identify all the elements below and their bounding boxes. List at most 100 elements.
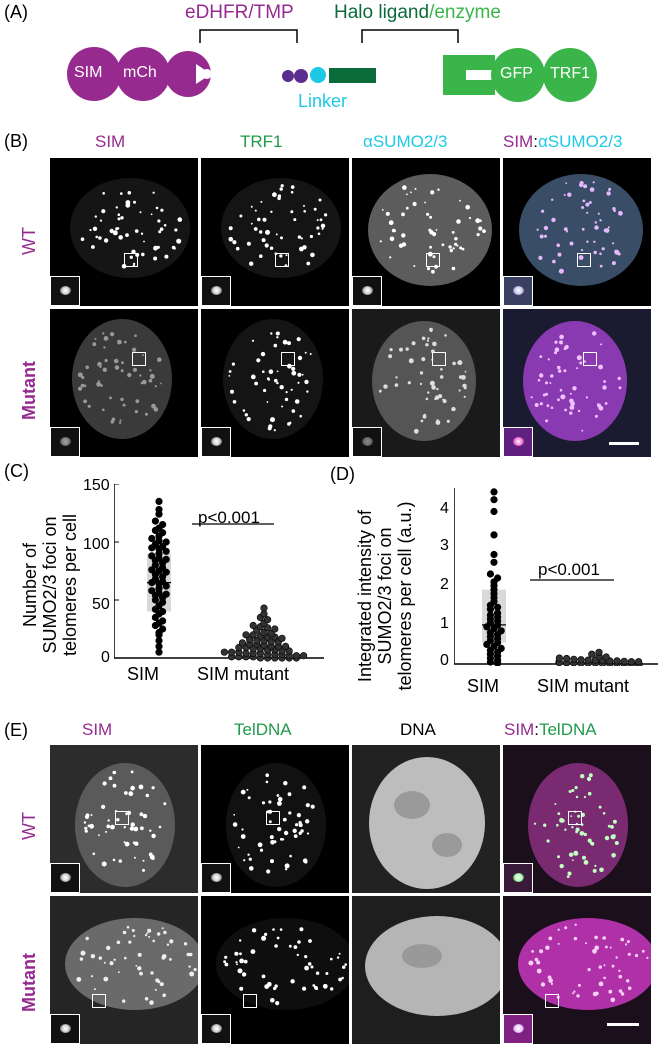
focus-dot xyxy=(290,979,295,984)
edhfr-label: eDHFR/TMP xyxy=(185,2,294,23)
focus-dot xyxy=(277,796,283,802)
focus-dot xyxy=(248,857,252,861)
focus-dot xyxy=(149,829,152,832)
focus-dot xyxy=(388,220,394,226)
data-point xyxy=(158,625,167,633)
focus-dot xyxy=(304,351,307,354)
focus-dot xyxy=(304,379,309,385)
merge-sep: : xyxy=(533,132,538,151)
focus-dot xyxy=(583,795,586,799)
focus-dot xyxy=(612,207,616,211)
focus-dot xyxy=(419,382,423,386)
focus-dot xyxy=(269,835,274,840)
focus-dot xyxy=(290,190,294,194)
focus-dot xyxy=(134,334,137,337)
focus-dot xyxy=(543,225,549,231)
focus-dot xyxy=(300,829,304,833)
focus-dot xyxy=(617,253,621,256)
focus-dot xyxy=(144,934,148,937)
data-point xyxy=(490,558,498,566)
focus-dot xyxy=(241,972,247,977)
focus-dot xyxy=(237,968,243,974)
focus-dot xyxy=(118,971,120,974)
focus-dot xyxy=(627,986,632,990)
focus-dot xyxy=(280,837,283,841)
focus-dot xyxy=(112,858,116,862)
focus-dot xyxy=(291,366,296,371)
focus-dot xyxy=(154,385,157,388)
data-point xyxy=(620,657,628,665)
focus-dot xyxy=(592,991,598,997)
e-merge-sep: : xyxy=(534,720,539,739)
focus-dot xyxy=(231,362,235,366)
focus-dot xyxy=(152,939,155,943)
focus-dot xyxy=(148,378,153,383)
focus-dot xyxy=(299,414,302,418)
focus-dot xyxy=(158,825,162,829)
data-point xyxy=(158,607,167,616)
focus-dot xyxy=(608,989,613,994)
focus-dot xyxy=(530,396,533,399)
focus-dot xyxy=(547,358,550,361)
focus-dot xyxy=(284,863,290,869)
trf1-label: TRF1 xyxy=(550,65,590,82)
focus-dot xyxy=(235,961,238,964)
focus-dot xyxy=(297,381,300,384)
data-point xyxy=(588,650,596,658)
focus-dot xyxy=(563,369,567,373)
sim-label: SIM xyxy=(74,64,103,81)
focus-dot xyxy=(298,821,302,825)
focus-dot xyxy=(559,388,563,392)
focus-dot xyxy=(299,246,304,252)
focus-dot xyxy=(583,184,588,189)
focus-dot xyxy=(451,266,456,271)
b-mutant-sumo-image xyxy=(352,309,500,457)
focus-dot xyxy=(132,262,136,266)
focus-dot xyxy=(291,370,297,376)
focus-dot xyxy=(431,385,436,390)
focus-dot xyxy=(602,812,606,815)
focus-dot xyxy=(263,388,267,393)
focus-dot xyxy=(261,238,266,243)
focus-dot xyxy=(288,811,292,815)
focus-dot xyxy=(574,923,577,926)
focus-dot xyxy=(290,388,293,391)
focus-dot xyxy=(90,814,93,816)
focus-dot xyxy=(427,391,430,394)
focus-dot xyxy=(588,201,592,204)
focus-dot xyxy=(581,206,585,209)
focus-dot xyxy=(77,372,83,378)
focus-dot xyxy=(102,332,105,335)
focus-dot xyxy=(432,255,436,259)
focus-dot xyxy=(163,802,167,806)
focus-dot xyxy=(306,832,310,835)
focus-dot xyxy=(247,853,250,856)
focus-dot xyxy=(162,993,166,998)
focus-dot xyxy=(598,364,603,370)
e-mutant-sim-image xyxy=(50,896,198,1044)
focus-dot xyxy=(571,789,575,792)
focus-dot xyxy=(153,407,159,412)
focus-dot xyxy=(428,228,432,232)
panel-c-letter: (C) xyxy=(4,461,29,481)
focus-dot xyxy=(306,261,311,266)
focus-dot xyxy=(429,380,435,386)
focus-dot xyxy=(534,403,539,407)
focus-dot xyxy=(546,404,550,408)
focus-dot xyxy=(300,237,303,240)
focus-dot xyxy=(149,1000,154,1005)
focus-dot xyxy=(243,959,248,964)
focus-dot xyxy=(169,939,174,944)
focus-dot xyxy=(251,928,257,933)
focus-dot xyxy=(293,834,298,838)
focus-dot xyxy=(142,859,145,862)
focus-dot xyxy=(464,370,467,373)
focus-dot xyxy=(163,224,167,227)
focus-dot xyxy=(287,341,291,346)
focus-dot xyxy=(432,232,437,237)
focus-dot xyxy=(83,821,87,824)
focus-dot xyxy=(482,229,486,233)
focus-dot xyxy=(183,942,188,946)
focus-dot xyxy=(159,982,164,987)
focus-dot xyxy=(120,397,124,402)
